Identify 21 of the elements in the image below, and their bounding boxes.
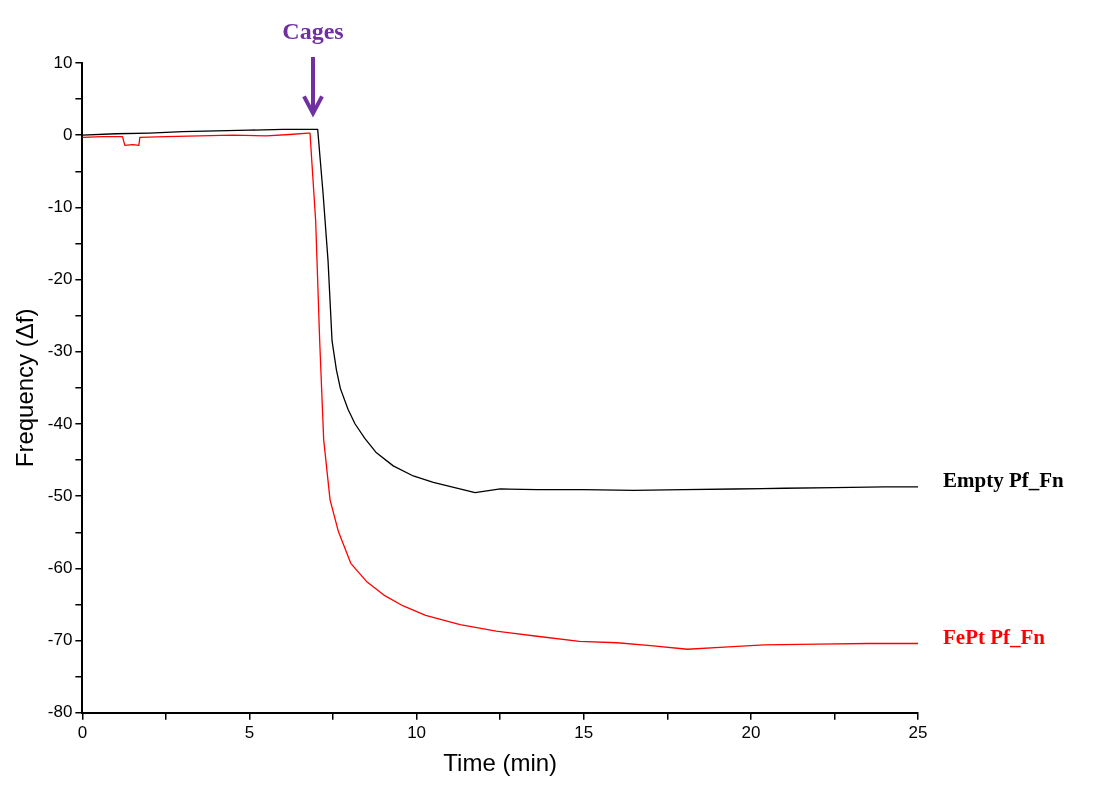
y-tick-label: 10 — [53, 52, 73, 72]
text: Cages — [282, 18, 344, 45]
x-tick-label: 10 — [407, 722, 427, 742]
y-tick-label: 0 — [62, 124, 73, 144]
x-axis-title: Time (min) — [443, 749, 558, 777]
y-tick-label: -80 — [47, 702, 73, 722]
y-tick-label: -30 — [47, 341, 73, 361]
y-axis-title: Frequency (Δf) — [11, 308, 39, 468]
series-label: Empty Pf_Fn — [943, 468, 1065, 493]
x-tick-label: 25 — [908, 722, 928, 742]
y-tick-label: -10 — [47, 197, 73, 217]
series-label: FePt Pf_Fn — [943, 624, 1046, 649]
y-tick-label: -50 — [47, 485, 73, 505]
x-tick-label: 5 — [244, 722, 255, 742]
x-tick-label: 0 — [77, 722, 88, 742]
y-tick-label: -20 — [47, 269, 73, 289]
x-tick-label: 20 — [741, 722, 761, 742]
y-tick-label: -40 — [47, 413, 73, 433]
y-tick-label: -70 — [47, 630, 73, 650]
x-tick-label: 15 — [574, 722, 594, 742]
y-tick-label: -60 — [47, 558, 73, 578]
